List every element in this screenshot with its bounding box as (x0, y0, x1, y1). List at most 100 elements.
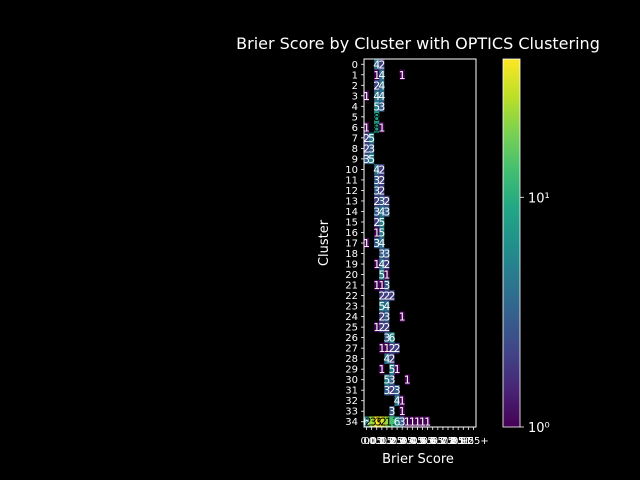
cell-value-label: 2 (373, 216, 380, 229)
heatmap-cell (379, 164, 385, 175)
heatmap-cell (384, 311, 390, 322)
cell-value-label: 3 (373, 205, 380, 218)
cell-value-label: 1 (383, 269, 390, 282)
cell-value-label: 2 (394, 342, 401, 355)
cell-value-label: 2 (383, 290, 390, 303)
cell-value-label: 3 (383, 311, 390, 324)
cell-value-label: 2 (378, 163, 385, 176)
cell-value-label: 2 (383, 321, 390, 334)
y-tick-label: 0 (352, 60, 358, 71)
y-tick-label: 14 (345, 207, 358, 218)
y-tick-label: 22 (345, 291, 358, 302)
cell-value-label: 1 (383, 342, 390, 355)
cell-value-label: 2 (383, 258, 390, 271)
x-tick-label: 0.6 (420, 436, 436, 447)
cell-value-label: 1 (424, 416, 431, 429)
cell-value-label: 4 (394, 395, 401, 408)
heatmap-cell (384, 279, 390, 291)
cell-value-label: 1 (373, 258, 380, 271)
cell-value-label: 4 (378, 258, 385, 271)
cell-value-label: 5 (383, 374, 390, 387)
cell-value-label: 3 (383, 248, 390, 261)
heatmap-cell (384, 332, 390, 343)
heatmap-cell (384, 195, 390, 207)
cell-value-label: 1 (363, 121, 370, 134)
heatmap-cell (379, 69, 385, 81)
heatmap-cell (364, 416, 370, 427)
cell-value-label: 1 (373, 279, 380, 292)
y-axis-label: Cluster (317, 219, 332, 266)
y-tick-label: 29 (345, 365, 358, 376)
cell-value-label: 2 (378, 321, 385, 334)
heatmap-cell (374, 69, 380, 81)
y-tick-label: 9 (352, 154, 358, 165)
cell-value-label: 5 (378, 300, 385, 313)
heatmap-cell (369, 143, 375, 154)
heatmap-cell (379, 269, 385, 280)
cell-value-label: 1 (419, 416, 426, 429)
cell-value-label: 1 (373, 69, 380, 82)
y-tick-label: 5 (352, 112, 358, 123)
heatmap-cell (379, 363, 385, 375)
heatmap-cell (379, 174, 385, 186)
cell-value-label: 4 (378, 79, 385, 92)
heatmap-cell (374, 321, 380, 333)
heatmap-cell (394, 395, 400, 406)
cell-value-label: 1 (378, 121, 385, 134)
colorbar (502, 58, 521, 428)
heatmap-cell (389, 290, 395, 301)
cell-value-label: 3 (373, 237, 380, 250)
cell-value-label: 2 (389, 290, 396, 303)
x-tick-label: 0.1 (369, 436, 385, 447)
cell-value-label: 3 (378, 248, 385, 261)
heatmap-cell (384, 248, 390, 259)
x-tick-label: 0.45 (401, 436, 423, 447)
cell-value-label: 3 (363, 153, 370, 166)
x-tick-label: 0.4 (399, 436, 415, 447)
heatmap-cell (374, 206, 380, 217)
heatmap-cell (379, 80, 385, 91)
heatmap-cell (374, 101, 380, 112)
x-tick-label: 0.05 (361, 436, 383, 447)
x-tick-label: 0.75 (432, 436, 454, 447)
y-tick-label: 33 (345, 407, 358, 418)
x-tick-label: 0.7 (430, 436, 446, 447)
cell-value-label: 1 (363, 237, 370, 250)
cell-value-label: 2 (373, 195, 380, 208)
cell-value-label: 2 (378, 184, 385, 197)
cell-value-label: 4 (383, 353, 390, 366)
y-tick-label: 18 (345, 249, 358, 260)
y-tick-label: 21 (345, 281, 358, 292)
heatmap-cell (389, 332, 395, 343)
cell-value-label: 2 (378, 58, 385, 71)
x-tick-label: 0.15 (371, 436, 393, 447)
heatmap-cell (394, 342, 400, 354)
cell-value-label: 4 (378, 90, 385, 103)
cell-value-label: 4 (373, 163, 380, 176)
heatmap-cell (394, 384, 400, 396)
heatmap-cell (384, 374, 390, 385)
cell-value-label: 3 (389, 405, 396, 418)
heatmap-cell (374, 122, 380, 133)
heatmap-cell (379, 237, 385, 249)
y-tick-label: 1 (352, 70, 358, 81)
heatmap-cell (379, 206, 385, 217)
heatmap-cell (374, 111, 380, 123)
x-tick-label: 0.55 (411, 436, 433, 447)
cell-value-label: 2 (378, 290, 385, 303)
y-tick-label: 10 (345, 165, 358, 176)
cell-value-label: 3 (383, 205, 390, 218)
heatmap-cell (374, 185, 380, 196)
heatmap-cell (374, 416, 380, 427)
heatmap-cell (379, 185, 385, 196)
y-tick-label: 26 (345, 333, 358, 344)
heatmap-cell (389, 384, 395, 396)
cell-value-label: 5 (373, 100, 380, 113)
x-axis-ticks: 00.050.10.150.20.250.30.350.40.450.50.55… (361, 427, 489, 447)
y-tick-label: 24 (345, 312, 358, 323)
heatmap-cell (394, 416, 400, 427)
x-tick-label: 1 (465, 436, 471, 447)
